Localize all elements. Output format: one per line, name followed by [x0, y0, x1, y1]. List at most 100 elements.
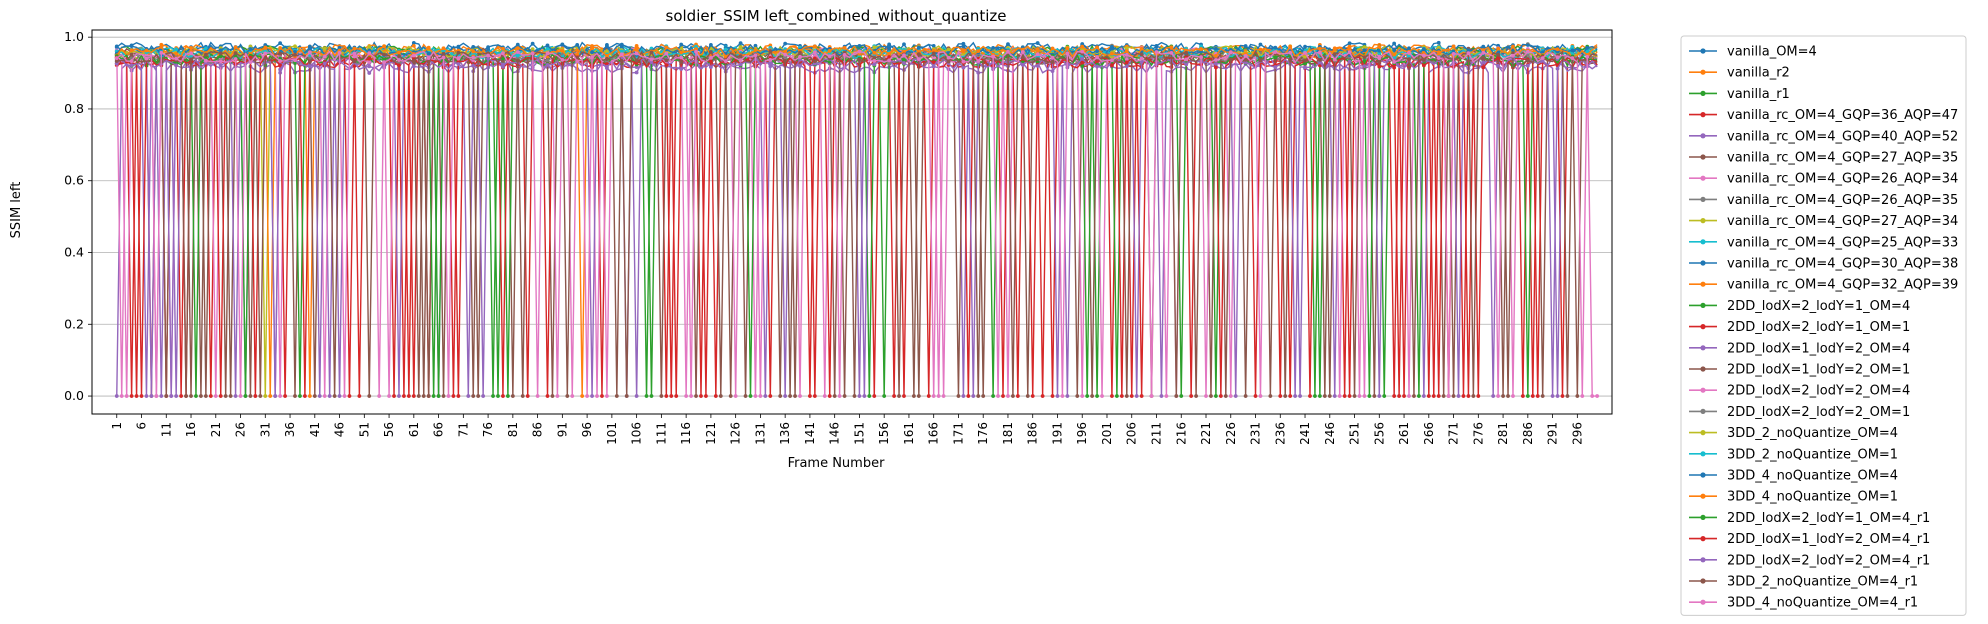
- data-point: [174, 47, 179, 52]
- data-point: [768, 49, 773, 54]
- data-point: [902, 53, 906, 58]
- x-tick-label: 176: [976, 422, 990, 445]
- data-point: [1402, 394, 1406, 398]
- data-point: [411, 41, 416, 45]
- legend-marker: [1700, 451, 1706, 457]
- data-point: [515, 58, 520, 63]
- x-tick-label: 161: [902, 422, 916, 445]
- legend-label: vanilla_OM=4: [1727, 45, 1817, 60]
- data-point: [1436, 394, 1441, 398]
- data-point: [708, 50, 713, 54]
- data-point: [1362, 394, 1367, 398]
- data-point: [1110, 51, 1114, 56]
- data-point: [605, 64, 609, 69]
- data-point: [352, 46, 357, 51]
- data-point: [1273, 55, 1278, 60]
- data-point: [1421, 58, 1426, 62]
- data-point: [431, 394, 436, 398]
- data-point: [114, 56, 119, 61]
- data-point: [1585, 54, 1590, 59]
- data-point: [560, 48, 565, 53]
- data-point: [961, 59, 966, 64]
- data-point: [1228, 45, 1233, 50]
- legend-marker: [1700, 578, 1706, 584]
- data-point: [1050, 60, 1055, 64]
- data-point: [1317, 50, 1322, 55]
- legend-marker: [1700, 493, 1706, 499]
- data-point: [159, 394, 164, 398]
- data-point: [1308, 394, 1312, 398]
- data-point: [1110, 44, 1114, 49]
- data-point: [1481, 65, 1486, 70]
- data-point: [783, 41, 788, 46]
- data-point: [1506, 394, 1510, 398]
- data-point: [857, 57, 862, 62]
- data-point: [768, 57, 773, 62]
- data-point: [1139, 52, 1144, 57]
- data-point: [956, 394, 961, 398]
- data-point: [887, 58, 892, 63]
- data-point: [812, 44, 817, 49]
- data-point: [1525, 49, 1530, 54]
- data-point: [129, 63, 134, 68]
- data-point: [882, 394, 887, 398]
- data-point: [307, 46, 312, 51]
- data-point: [1525, 58, 1530, 63]
- data-point: [149, 394, 154, 398]
- data-point: [1243, 44, 1248, 48]
- data-point: [857, 394, 862, 398]
- data-point: [1199, 44, 1203, 49]
- data-point: [605, 53, 609, 58]
- data-point: [728, 394, 733, 398]
- data-point: [1214, 46, 1218, 51]
- data-point: [1273, 50, 1278, 54]
- data-point: [679, 42, 684, 47]
- data-point: [1050, 394, 1055, 398]
- data-point: [1110, 58, 1114, 63]
- legend-label: 3DD_4_noQuantize_OM=4: [1727, 469, 1898, 484]
- x-tick-label: 26: [234, 422, 248, 437]
- data-point: [1367, 394, 1372, 398]
- data-point: [1392, 65, 1397, 70]
- data-point: [327, 394, 332, 398]
- data-point: [278, 394, 283, 398]
- data-point: [367, 56, 372, 61]
- data-point: [273, 394, 278, 398]
- data-point: [382, 57, 387, 62]
- data-point: [1555, 55, 1560, 60]
- legend-marker: [1700, 69, 1706, 75]
- data-point: [367, 44, 372, 49]
- x-tick-label: 81: [506, 422, 520, 437]
- data-point: [1481, 48, 1486, 53]
- data-point: [426, 59, 431, 64]
- x-tick-label: 241: [1298, 422, 1312, 445]
- data-point: [738, 45, 743, 50]
- data-point: [278, 59, 283, 63]
- data-point: [174, 63, 179, 68]
- data-point: [694, 394, 698, 398]
- data-point: [842, 45, 847, 50]
- data-point: [1228, 57, 1233, 62]
- data-point: [1362, 59, 1367, 63]
- data-point: [1496, 52, 1501, 57]
- data-point: [1035, 52, 1040, 57]
- data-point: [1258, 42, 1263, 47]
- data-point: [307, 59, 312, 64]
- data-point: [515, 50, 520, 54]
- data-point: [278, 63, 283, 68]
- data-point: [634, 47, 639, 52]
- data-point: [441, 51, 446, 56]
- data-point: [862, 394, 867, 398]
- data-point: [1080, 63, 1085, 68]
- data-point: [887, 62, 892, 66]
- data-point: [738, 54, 743, 59]
- data-point: [1110, 63, 1114, 68]
- x-tick-label: 101: [605, 422, 619, 445]
- data-point: [1332, 52, 1337, 56]
- data-point: [1011, 394, 1015, 398]
- data-point: [605, 57, 609, 61]
- data-point: [1525, 43, 1530, 47]
- data-point: [718, 394, 723, 398]
- data-point: [812, 59, 817, 64]
